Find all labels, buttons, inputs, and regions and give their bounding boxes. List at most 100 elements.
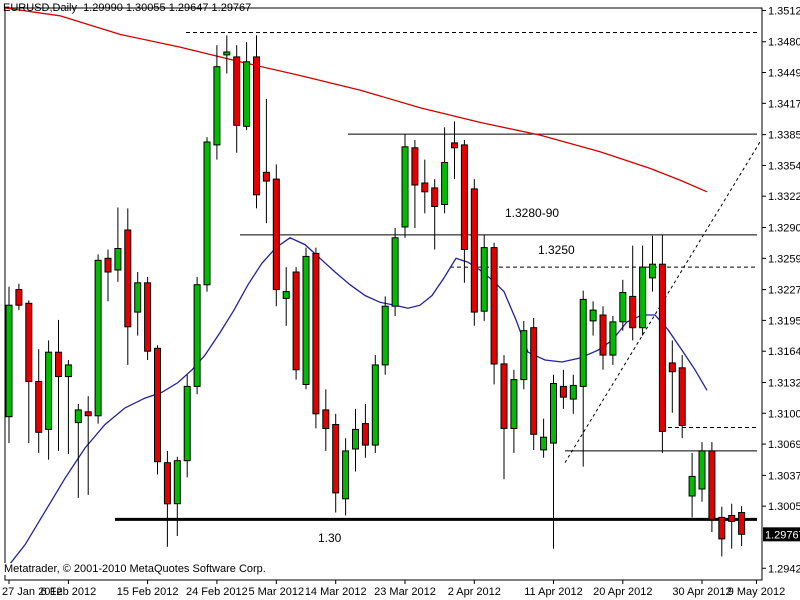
candle <box>104 249 112 302</box>
candle <box>193 276 201 395</box>
candle <box>401 134 409 238</box>
candle <box>154 345 161 475</box>
candle <box>658 234 666 453</box>
candle <box>253 35 260 209</box>
candle <box>371 355 379 453</box>
date-axis-label: 27 Jan 2012 <box>2 586 63 598</box>
candle <box>668 340 676 413</box>
candle <box>114 207 122 282</box>
candle <box>619 279 627 331</box>
price-axis-label: 1.34805 <box>768 37 800 49</box>
date-axis-label: 11 Apr 2012 <box>524 586 583 598</box>
candle <box>629 245 637 341</box>
current-price-tag <box>763 527 800 542</box>
price-axis-label: 1.31005 <box>768 408 800 420</box>
price-axis-label: 1.34175 <box>768 98 800 110</box>
candle <box>470 179 478 326</box>
candle <box>292 267 300 380</box>
candle <box>609 316 617 365</box>
candle <box>262 98 270 224</box>
candle <box>203 137 211 292</box>
candle <box>25 300 33 444</box>
candle <box>332 413 340 513</box>
candle <box>15 283 23 311</box>
candle <box>183 374 191 478</box>
price-axis-label: 1.31640 <box>768 346 800 358</box>
price-axis-label: 1.31320 <box>768 377 800 389</box>
date-axis-label: 14 Mar 2012 <box>305 586 367 598</box>
date-axis-label: 30 Apr 2012 <box>672 586 731 598</box>
candle <box>173 456 181 536</box>
candle <box>530 318 538 450</box>
chart-title: EURUSD,Daily 1.29990 1.30055 1.29647 1.2… <box>3 2 252 14</box>
candle <box>718 506 726 557</box>
copyright-text: Metatrader, © 2001-2010 MetaQuotes Softw… <box>4 563 266 575</box>
candle <box>738 506 746 547</box>
price-axis-label: 1.35125 <box>768 5 800 17</box>
candle <box>223 35 231 74</box>
candle <box>322 389 330 451</box>
candle <box>500 355 508 480</box>
candle <box>559 369 567 409</box>
candle <box>421 159 429 214</box>
candle <box>163 450 171 547</box>
candle <box>490 242 498 385</box>
date-axis-label: 2 Apr 2012 <box>448 586 501 598</box>
candle <box>124 208 132 365</box>
candle <box>550 374 557 549</box>
date-axis-label: 15 Feb 2012 <box>117 586 179 598</box>
price-axis-label: 1.30690 <box>768 439 800 451</box>
price-axis-label: 1.32905 <box>768 223 800 235</box>
candle <box>688 452 696 518</box>
candle <box>84 396 92 495</box>
date-axis-label: 24 Feb 2012 <box>186 586 248 598</box>
candle <box>134 272 142 336</box>
candle <box>510 369 518 453</box>
date-axis-label: 5 Mar 2012 <box>248 586 304 598</box>
candle <box>312 247 320 429</box>
ma-slow-line <box>4 7 708 193</box>
candle <box>282 267 290 326</box>
annotation-label: 1.30 <box>318 531 342 545</box>
candle <box>5 286 13 444</box>
date-axis-label: 20 Apr 2012 <box>593 586 652 598</box>
candle <box>678 355 686 439</box>
candle <box>698 442 706 502</box>
candle <box>599 306 607 370</box>
candle <box>639 245 647 336</box>
price-axis-label: 1.33225 <box>768 191 800 203</box>
candle <box>272 164 280 307</box>
price-axis-label: 1.33540 <box>768 160 800 172</box>
candle <box>708 442 716 533</box>
candle <box>381 296 389 375</box>
price-axis-label: 1.31955 <box>768 315 800 327</box>
current-price-tag-label: 1.29767 <box>765 529 800 541</box>
candle <box>64 360 72 454</box>
candle <box>74 404 82 498</box>
candle <box>431 179 439 250</box>
price-axis-label: 1.33855 <box>768 130 800 142</box>
candle <box>361 404 369 458</box>
date-axis-label: 23 Mar 2012 <box>374 586 436 598</box>
candle <box>94 254 102 424</box>
date-axis-label: 6 Feb 2012 <box>41 586 97 598</box>
candle <box>520 320 528 390</box>
candle <box>441 127 449 214</box>
candle <box>35 349 43 453</box>
candle <box>391 228 399 316</box>
candle <box>589 301 597 336</box>
price-axis-label: 1.29420 <box>768 563 800 575</box>
candle <box>213 45 221 160</box>
plot-border <box>4 7 763 581</box>
price-axis-label: 1.34490 <box>768 68 800 80</box>
annotation-label: 1.3250 <box>538 243 575 257</box>
candle <box>302 247 310 390</box>
candle <box>45 340 53 460</box>
annotation-label: 1.3280-90 <box>505 206 559 220</box>
candle <box>352 408 359 472</box>
candle <box>144 276 152 360</box>
candle <box>233 45 241 153</box>
candle <box>728 503 736 549</box>
